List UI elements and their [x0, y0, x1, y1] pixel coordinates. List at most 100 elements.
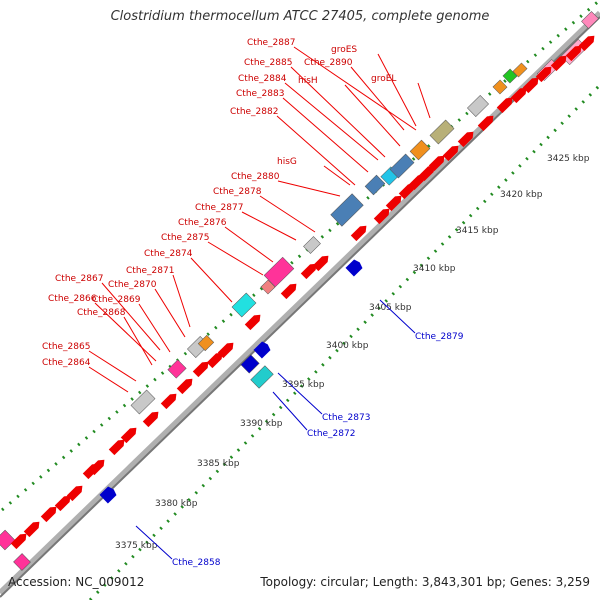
gene-label[interactable]: Cthe_2885 [244, 58, 292, 68]
label-leader-line [224, 226, 274, 263]
reverse-gene [253, 341, 271, 359]
gene-label[interactable]: hisH [298, 76, 318, 86]
gene-label[interactable]: Cthe_2875 [161, 233, 209, 243]
scale-tick-label: 3390 kbp [240, 419, 283, 429]
gene-label[interactable]: Cthe_2883 [236, 89, 284, 99]
label-leader-line [259, 195, 316, 233]
scale-tick-label: 3400 kbp [326, 341, 369, 351]
cds-arrow [398, 183, 415, 200]
gene-box [303, 236, 321, 254]
cds-arrow [496, 97, 513, 114]
gene-label[interactable]: Cthe_2887 [247, 38, 295, 48]
cds-arrow [477, 115, 494, 132]
cds-arrow [244, 314, 261, 331]
gene-label[interactable]: Cthe_2874 [144, 249, 193, 259]
gene-box [0, 529, 16, 551]
cds-arrow [176, 378, 193, 395]
gene-label[interactable]: groES [331, 45, 357, 55]
genome-backbone-edge [0, 16, 600, 598]
cds-arrow [88, 459, 105, 476]
gene-label[interactable]: Cthe_2872 [307, 429, 355, 439]
cds-arrow [23, 521, 40, 538]
scale-tick-label: 3405 kbp [369, 303, 412, 313]
cds-arrow [66, 485, 83, 502]
label-leader-line [123, 316, 153, 366]
scale-tick-label: 3415 kbp [456, 226, 499, 236]
label-leader-line [277, 372, 323, 415]
cds-arrow [550, 55, 567, 72]
gene-box [502, 68, 518, 84]
gene-label[interactable]: Cthe_2884 [238, 74, 287, 84]
scale-tick-label: 3380 kbp [155, 499, 198, 509]
label-leader-line [94, 302, 157, 362]
cds-arrow [535, 66, 552, 83]
genome-summary: Topology: circular; Length: 3,843,301 bp… [260, 575, 590, 589]
label-leader-line [277, 180, 341, 197]
gene-label[interactable]: groEL [371, 74, 396, 84]
gene-label[interactable]: Cthe_2878 [213, 187, 262, 197]
reverse-gene [99, 486, 117, 504]
cds-arrow [142, 411, 159, 428]
cds-arrow [312, 255, 329, 272]
gene-label[interactable]: Cthe_2865 [42, 342, 90, 352]
gene-box [330, 193, 364, 227]
gene-label[interactable]: Cthe_2869 [92, 295, 141, 305]
gene-box [130, 389, 156, 415]
gene-label[interactable]: Cthe_2880 [231, 172, 280, 182]
gene-label[interactable]: Cthe_2882 [230, 107, 278, 117]
gene-label[interactable]: Cthe_2871 [126, 266, 174, 276]
scale-tick-label: 3425 kbp [547, 154, 590, 164]
cds-arrow [300, 263, 317, 280]
gene-box [467, 95, 489, 117]
reverse-gene [345, 259, 363, 277]
gene-box [581, 11, 599, 29]
label-leader-line [88, 350, 137, 382]
label-leader-line [207, 241, 264, 276]
label-leader-line [154, 288, 186, 338]
cds-arrow [350, 225, 367, 242]
cds-arrow [565, 45, 582, 62]
gene-label[interactable]: Cthe_2858 [172, 558, 221, 568]
label-leader-line [101, 282, 161, 351]
gene-box [492, 79, 508, 95]
map-title: Clostridium thermocellum ATCC 27405, com… [110, 9, 490, 24]
label-leader-line [293, 46, 417, 131]
cds-arrow [442, 145, 459, 162]
gene-label[interactable]: Cthe_2868 [77, 308, 126, 318]
label-leader-line [272, 391, 308, 431]
accession: Accession: NC_009012 [8, 575, 145, 589]
cds-arrow [40, 506, 57, 523]
gene-label[interactable]: Cthe_2867 [55, 274, 103, 284]
gene-box [260, 279, 276, 295]
gene-label[interactable]: Cthe_2876 [178, 218, 227, 228]
gene-label[interactable]: Cthe_2877 [195, 203, 243, 213]
cds-arrow [280, 283, 297, 300]
gene-label[interactable]: hisG [277, 157, 297, 167]
label-leader-line [284, 82, 379, 161]
cds-arrow [54, 495, 71, 512]
gene-label[interactable]: Cthe_2866 [48, 294, 97, 304]
cds-arrow [120, 427, 137, 444]
gene-box [512, 62, 528, 78]
gene-box [263, 256, 295, 288]
label-leader-line [350, 66, 405, 131]
gene-label[interactable]: Cthe_2873 [322, 413, 370, 423]
label-leader-line [241, 211, 297, 241]
label-leader-line [138, 303, 171, 353]
cds-arrow [192, 361, 209, 378]
cds-arrow [578, 35, 595, 52]
label-leader-line [344, 84, 401, 147]
cds-arrow [108, 439, 125, 456]
label-leader-line [190, 257, 233, 303]
cds-arrow [160, 393, 177, 410]
scale-tick-label: 3385 kbp [197, 459, 240, 469]
gene-label[interactable]: Cthe_2870 [108, 280, 157, 290]
gene-label[interactable]: Cthe_2864 [42, 358, 91, 368]
gene-box [197, 334, 215, 352]
label-leader-line [88, 366, 129, 393]
gene-label[interactable]: Cthe_2890 [304, 58, 353, 68]
gene-label[interactable]: Cthe_2879 [415, 332, 464, 342]
cds-arrow [457, 131, 474, 148]
cds-arrow [385, 195, 402, 212]
